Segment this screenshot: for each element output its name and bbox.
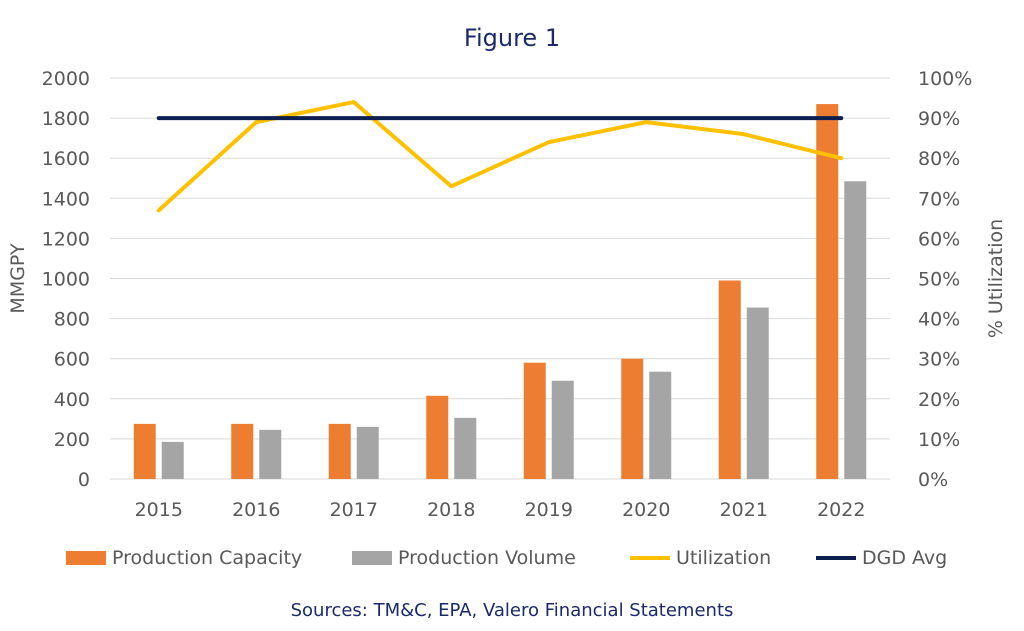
y2-tick-label: 50% <box>918 269 960 291</box>
y2-tick-label: 0% <box>918 469 948 491</box>
y-tick-label: 1000 <box>42 269 90 291</box>
y-tick-label: 400 <box>54 389 90 411</box>
legend-label: Utilization <box>676 547 772 569</box>
y2-tick-label: 20% <box>918 389 960 411</box>
y2-tick-label: 90% <box>918 108 960 130</box>
y-tick-label: 1200 <box>42 228 90 250</box>
bar-production-volume <box>356 426 379 479</box>
y-axis-label: MMGPY <box>7 243 29 314</box>
y-tick-label: 600 <box>54 349 90 371</box>
bar-production-volume <box>161 441 184 479</box>
y-tick-label: 2000 <box>42 68 90 90</box>
bar-production-capacity <box>718 280 741 479</box>
y-tick-label: 800 <box>54 309 90 331</box>
x-tick-label: 2020 <box>622 499 670 521</box>
bar-production-capacity <box>816 104 839 479</box>
x-tick-label: 2021 <box>720 499 768 521</box>
x-tick-label: 2016 <box>232 499 280 521</box>
bar-production-capacity <box>328 423 351 479</box>
legend-swatch-dgd-avg <box>816 556 856 560</box>
y2-tick-label: 40% <box>918 309 960 331</box>
bar-production-volume <box>649 371 672 479</box>
x-tick-label: 2019 <box>525 499 573 521</box>
bar-production-volume <box>551 380 574 479</box>
y2-tick-label: 10% <box>918 429 960 451</box>
bar-production-capacity <box>426 395 449 479</box>
y2-tick-label: 100% <box>918 68 972 90</box>
y-tick-label: 200 <box>54 429 90 451</box>
y2-tick-label: 70% <box>918 188 960 210</box>
bar-production-volume <box>844 181 867 479</box>
y-tick-label: 1400 <box>42 188 90 210</box>
legend-swatch-utilization <box>630 556 670 560</box>
x-tick-label: 2018 <box>427 499 475 521</box>
y-tick-label: 0 <box>78 469 90 491</box>
bar-production-capacity <box>523 362 546 479</box>
legend-item-production-volume: Production Volume <box>352 544 576 572</box>
legend-label: Production Volume <box>398 547 576 569</box>
legend-item-production-capacity: Production Capacity <box>66 544 302 572</box>
bar-production-capacity <box>621 358 644 479</box>
legend-label: Production Capacity <box>112 547 303 569</box>
bar-production-capacity <box>133 423 156 479</box>
y2-tick-label: 30% <box>918 349 960 371</box>
chart-title: Figure 1 <box>463 24 561 52</box>
y2-axis-label: % Utilization <box>985 219 1007 338</box>
y-tick-label: 1600 <box>42 148 90 170</box>
legend-swatch-production-capacity <box>66 551 106 565</box>
source-note: Sources: TM&C, EPA, Valero Financial Sta… <box>290 600 734 621</box>
bar-production-volume <box>454 417 477 479</box>
legend-label: DGD Avg <box>862 547 948 569</box>
legend-swatch-production-volume <box>352 551 392 565</box>
x-tick-label: 2017 <box>330 499 378 521</box>
legend-item-dgd-avg: DGD Avg <box>816 544 947 572</box>
bar-production-volume <box>259 429 282 479</box>
x-tick-label: 2022 <box>817 499 865 521</box>
bar-production-volume <box>746 307 769 479</box>
legend-item-utilization: Utilization <box>630 544 771 572</box>
x-tick-label: 2015 <box>135 499 183 521</box>
y-tick-label: 1800 <box>42 108 90 130</box>
y2-tick-label: 60% <box>918 228 960 250</box>
y2-tick-label: 80% <box>918 148 960 170</box>
bar-production-capacity <box>231 423 254 479</box>
